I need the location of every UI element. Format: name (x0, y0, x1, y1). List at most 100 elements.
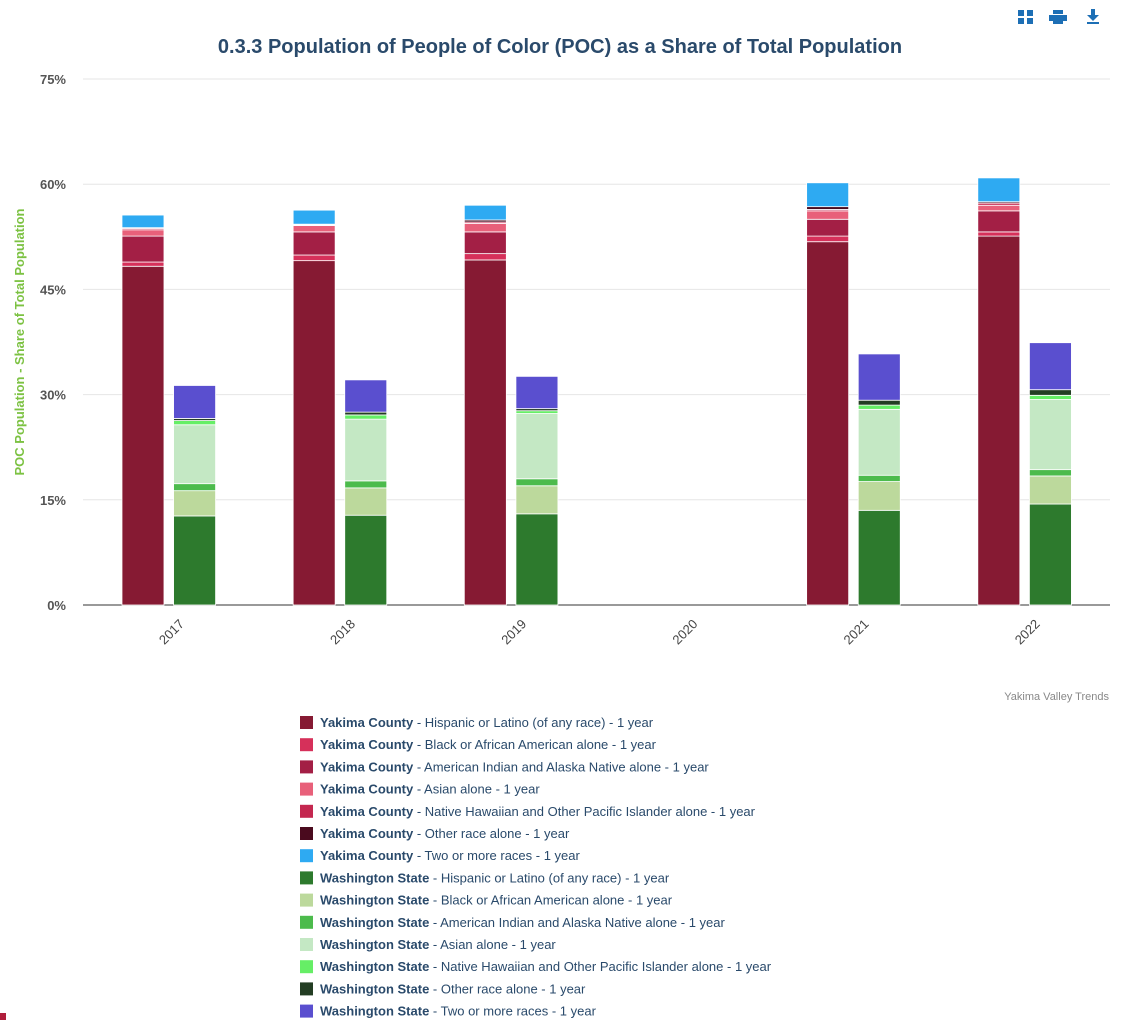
legend-swatch (300, 716, 313, 729)
bar-segment (977, 231, 1021, 237)
y-tick-label: 15% (40, 493, 66, 508)
legend-swatch (300, 871, 313, 885)
bar-segment (806, 241, 850, 606)
bar-segment (173, 483, 216, 492)
y-axis-title: POC Population - Share of Total Populati… (12, 208, 27, 475)
legend-swatch (300, 893, 313, 907)
legend-label: Yakima County - Hispanic or Latino (of a… (320, 715, 654, 730)
chart-title: 0.3.3 Population of People of Color (POC… (218, 36, 902, 58)
bar-segment (292, 225, 336, 233)
x-tick-label: 2021 (841, 616, 872, 647)
bar-segment (292, 254, 336, 262)
legend-label: Yakima County - Other race alone - 1 yea… (320, 826, 570, 841)
x-tick-label: 2020 (669, 616, 700, 647)
print-button[interactable] (1049, 10, 1067, 24)
bar-segment (977, 210, 1021, 233)
bar-segment (1029, 342, 1072, 391)
bar-segment (857, 481, 901, 511)
bar-segment (806, 182, 850, 208)
legend-label: Yakima County - Native Hawaiian and Othe… (320, 804, 756, 819)
legend-swatch (300, 915, 313, 929)
bar-segment (1029, 469, 1072, 477)
bar-segment (1029, 475, 1072, 505)
x-tick-label: 2022 (1012, 616, 1043, 647)
legend-label: Washington State - Other race alone - 1 … (320, 981, 586, 996)
legend-swatch (300, 1004, 313, 1018)
legend-label: Washington State - Native Hawaiian and O… (320, 959, 772, 974)
legend-swatch (300, 804, 313, 818)
bar-segment (806, 218, 850, 237)
bar-segment (173, 515, 216, 606)
bar-segment (292, 209, 336, 225)
credit: Yakima Valley Trends (1004, 691, 1109, 703)
bar-segment (1029, 389, 1072, 396)
bar-segment (344, 411, 388, 416)
bar-segment (857, 399, 901, 406)
bar-segment (344, 514, 388, 606)
bar-segment (173, 490, 216, 517)
bar-segment (344, 418, 388, 482)
bar-segment (121, 235, 165, 263)
bar-segment (857, 509, 901, 606)
fullscreen-button[interactable] (1018, 10, 1033, 24)
bar-segment (463, 259, 507, 606)
legend-swatch (300, 849, 313, 863)
bar-segment (173, 385, 216, 419)
legend-label: Yakima County - Two or more races - 1 ye… (320, 848, 581, 863)
legend-label: Yakima County - American Indian and Alas… (320, 759, 709, 774)
bar-segment (463, 204, 507, 221)
legend-label: Yakima County - Black or African America… (320, 737, 657, 752)
y-tick-label: 75% (40, 72, 66, 87)
bar-segment (463, 253, 507, 261)
x-tick-label: 2019 (498, 616, 529, 647)
bar-segment (344, 487, 388, 516)
y-tick-label: 60% (40, 177, 66, 192)
bar-segment (515, 375, 559, 410)
bar-segment (344, 379, 388, 413)
bar-segment (463, 231, 507, 255)
bar-segment (173, 420, 216, 426)
bar-segment (463, 223, 507, 233)
download-button[interactable] (1087, 9, 1099, 24)
y-tick-label: 0% (47, 598, 66, 613)
bar-segment (1029, 503, 1072, 606)
bar-segment (292, 260, 336, 606)
bar-segment (977, 204, 1021, 212)
y-tick-label: 30% (40, 388, 66, 403)
bar-segment (1029, 399, 1072, 471)
bar-segment (806, 210, 850, 220)
bar-segment (292, 231, 336, 256)
legend-label: Washington State - Black or African Amer… (320, 893, 673, 908)
legend-label: Washington State - Two or more races - 1… (320, 1004, 597, 1019)
legend-label: Washington State - Hispanic or Latino (o… (320, 870, 670, 885)
bar-segment (857, 404, 901, 410)
legend-label: Washington State - Asian alone - 1 year (320, 937, 556, 952)
bar-segment (515, 478, 559, 487)
bar-segment (344, 480, 388, 489)
legend-swatch (300, 982, 313, 996)
x-tick-label: 2017 (156, 616, 187, 647)
bar-segment (1029, 394, 1072, 400)
legend-swatch (300, 827, 313, 840)
bar-segment (121, 229, 165, 237)
bar-segment (857, 408, 901, 476)
legend-label: Yakima County - Asian alone - 1 year (320, 782, 540, 797)
bar-segment (515, 485, 559, 515)
y-tick-label: 45% (40, 282, 66, 297)
bar-segment (173, 424, 216, 485)
legend-swatch (300, 738, 313, 752)
bar-segment (806, 206, 850, 210)
bar-segment (977, 177, 1021, 203)
bar-segment (857, 353, 901, 401)
toolbar (1018, 9, 1099, 24)
bar-segment (857, 474, 901, 482)
bar-segment (121, 214, 165, 229)
legend-label: Washington State - American Indian and A… (320, 915, 726, 930)
legend-swatch (300, 760, 313, 774)
legend-swatch (300, 960, 313, 974)
legend-swatch (300, 938, 313, 951)
x-tick-label: 2018 (327, 616, 358, 647)
bar-segment (515, 413, 559, 480)
